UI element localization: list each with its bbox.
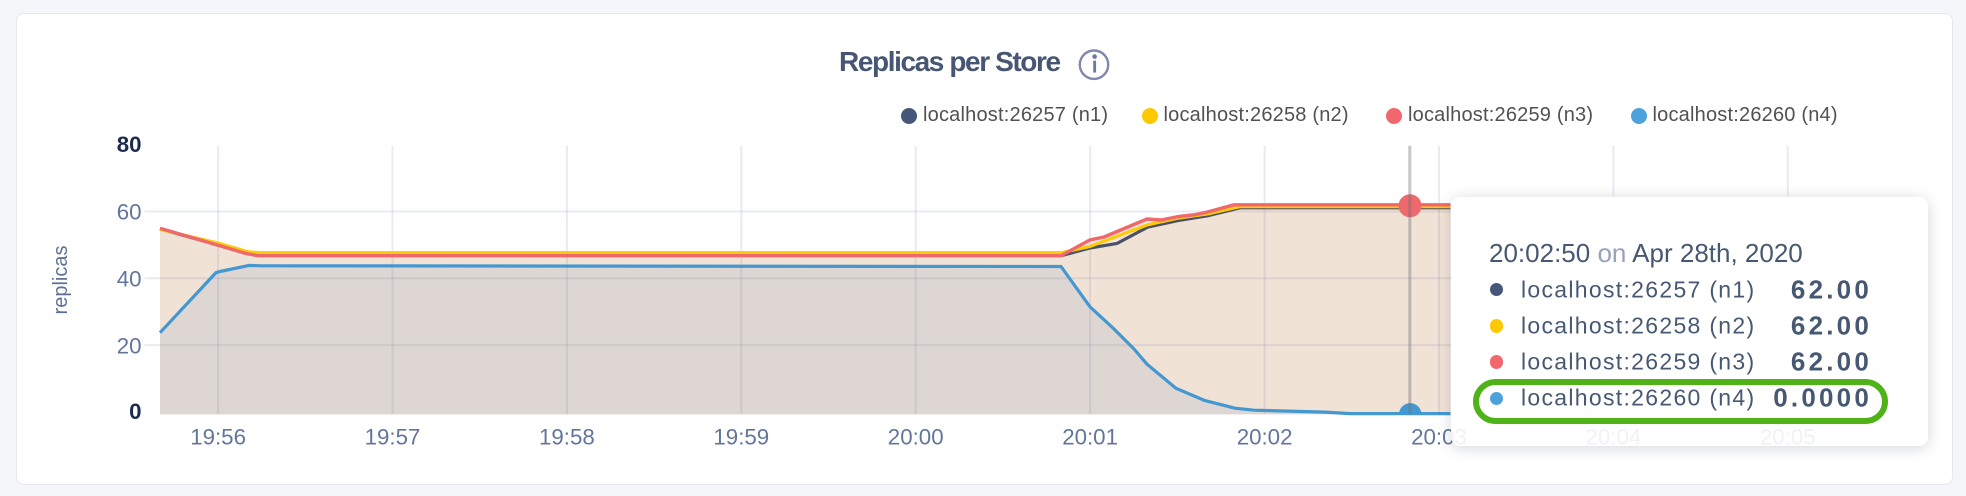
- svg-text:20:00: 20:00: [888, 425, 944, 450]
- svg-text:60: 60: [117, 200, 142, 225]
- svg-text:20:01: 20:01: [1062, 425, 1118, 450]
- svg-text:19:58: 19:58: [539, 425, 595, 450]
- svg-text:20:02: 20:02: [1237, 425, 1293, 450]
- svg-text:19:57: 19:57: [365, 425, 421, 450]
- svg-text:20: 20: [117, 334, 142, 359]
- svg-text:19:56: 19:56: [190, 425, 246, 450]
- svg-text:40: 40: [117, 266, 142, 291]
- svg-text:replicas: replicas: [50, 246, 72, 315]
- svg-text:0: 0: [129, 399, 141, 424]
- svg-text:80: 80: [117, 132, 142, 157]
- svg-text:19:59: 19:59: [713, 425, 769, 450]
